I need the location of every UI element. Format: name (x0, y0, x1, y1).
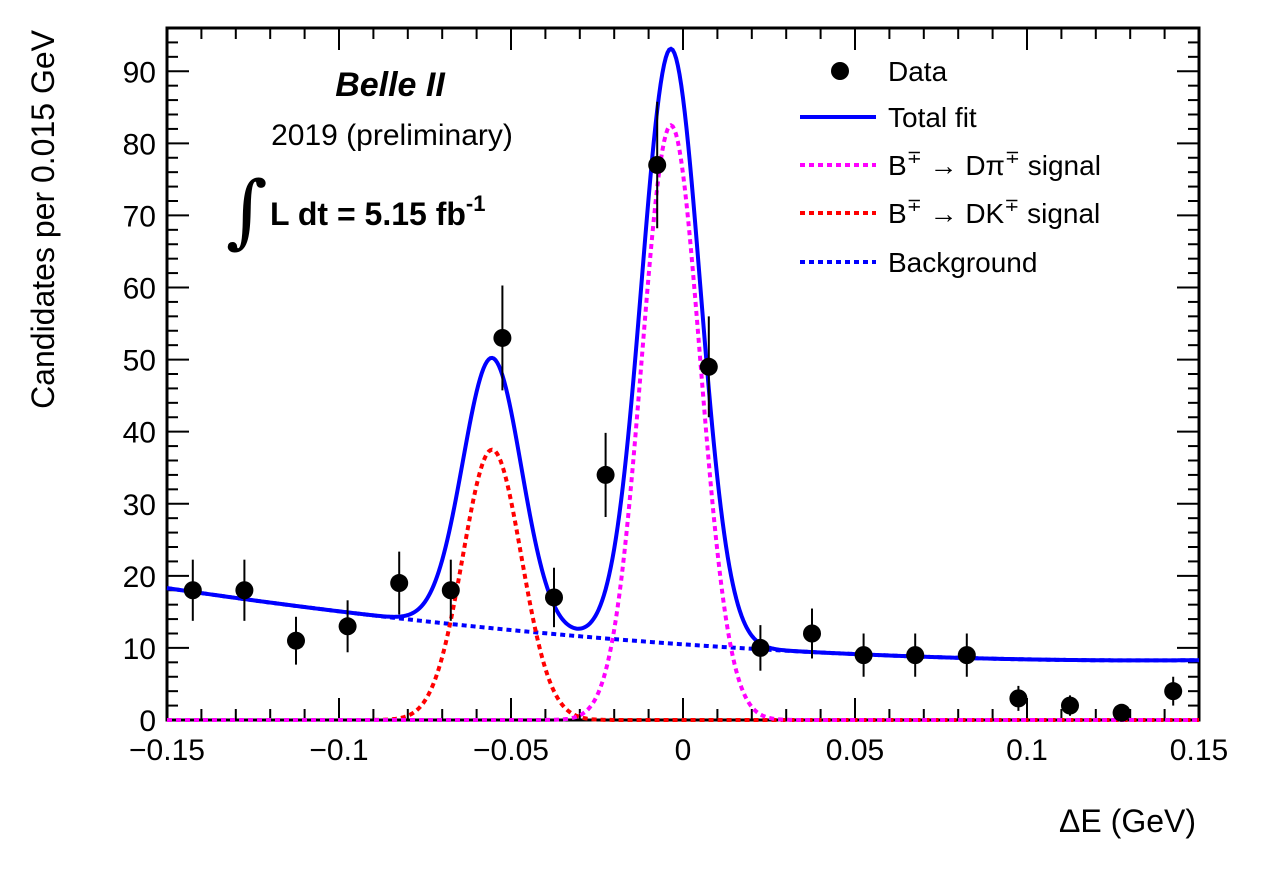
data-points (183, 101, 1183, 722)
y-tick-label: 50 (123, 345, 156, 378)
y-tick-label: 10 (123, 633, 156, 666)
x-tick-label: 0.05 (826, 734, 884, 767)
y-tick-label: 80 (123, 128, 156, 161)
x-axis-ticks: −0.15 −0.1 −0.05 0 0.05 0.1 0.15 (129, 28, 1228, 767)
data-point (235, 581, 254, 600)
background-curve (166, 586, 1200, 663)
data-point (648, 155, 667, 174)
data-point (699, 357, 718, 376)
experiment-label: Belle II (335, 66, 446, 104)
legend-dk-tail: signal (1019, 198, 1100, 229)
data-point (390, 574, 409, 593)
total-fit-curve (166, 46, 1200, 663)
data-point (441, 581, 460, 600)
data-point (957, 646, 976, 665)
legend-dpi-mid: → Dπ (922, 150, 1005, 181)
legend-dpi-label: B∓ → Dπ∓ signal (888, 147, 1101, 181)
legend-dpi-tail: signal (1020, 150, 1101, 181)
dpi-signal-curve (167, 122, 1199, 722)
data-point (287, 631, 305, 650)
y-tick-label: 90 (123, 56, 156, 89)
legend-dpi-pi-sup: ∓ (1005, 147, 1020, 167)
dk-signal-curve (167, 447, 1199, 722)
luminosity-text: L dt = 5.15 fb (270, 196, 466, 232)
y-tick-label: 0 (139, 705, 156, 738)
legend-dk-mid: → DK (922, 198, 1005, 229)
data-point (854, 646, 873, 665)
fit-curves (166, 46, 1200, 722)
x-tick-label: −0.05 (473, 734, 549, 767)
year-label: 2019 (preliminary) (271, 119, 513, 152)
legend-dpi-b-sup: ∓ (907, 147, 922, 167)
y-tick-label: 70 (123, 200, 156, 233)
y-tick-label: 60 (123, 273, 156, 306)
integral-symbol: ∫ (226, 164, 268, 257)
x-tick-label: 0.15 (1170, 734, 1228, 767)
x-tick-label: −0.15 (129, 734, 205, 767)
legend-dk-k-sup: ∓ (1004, 195, 1019, 215)
legend-total-fit-label: Total fit (888, 102, 977, 133)
y-axis-ticks: 0 10 20 30 40 50 60 70 80 90 (123, 27, 1199, 738)
experiment-annotation: Belle II 2019 (preliminary) ∫ L dt = 5.1… (226, 66, 513, 257)
y-tick-label: 40 (123, 417, 156, 450)
x-tick-label: −0.1 (309, 734, 368, 767)
x-tick-label: 0 (675, 734, 692, 767)
data-point (1112, 703, 1131, 722)
data-point (751, 638, 770, 657)
data-point (183, 581, 202, 600)
x-axis-title: ΔE (GeV) (1059, 803, 1196, 839)
y-axis-title: Candidates per 0.015 GeV (25, 29, 61, 409)
data-point (493, 328, 512, 347)
legend-dpi-b: B (888, 150, 907, 181)
data-point (803, 624, 821, 643)
data-point (338, 617, 357, 636)
luminosity-exponent: -1 (466, 191, 486, 216)
data-point (596, 465, 615, 484)
legend-background-label: Background (888, 247, 1037, 278)
legend-dk-b: B (888, 198, 907, 229)
data-point (906, 646, 925, 665)
data-point (1061, 696, 1079, 715)
data-point (545, 588, 563, 607)
y-tick-label: 20 (123, 561, 156, 594)
legend-data-marker (831, 62, 849, 80)
legend-data-label: Data (888, 56, 948, 87)
y-tick-label: 30 (123, 489, 156, 522)
data-point (1009, 689, 1028, 708)
x-tick-label: 0.1 (1006, 734, 1048, 767)
legend-dk-label: B∓ → DK∓ signal (888, 195, 1100, 229)
data-point (1164, 682, 1183, 701)
legend-dk-b-sup: ∓ (907, 195, 922, 215)
legend: Data Total fit B∓ → Dπ∓ signal B∓ → DK∓ … (800, 56, 1101, 278)
luminosity-label: L dt = 5.15 fb-1 (270, 191, 485, 232)
